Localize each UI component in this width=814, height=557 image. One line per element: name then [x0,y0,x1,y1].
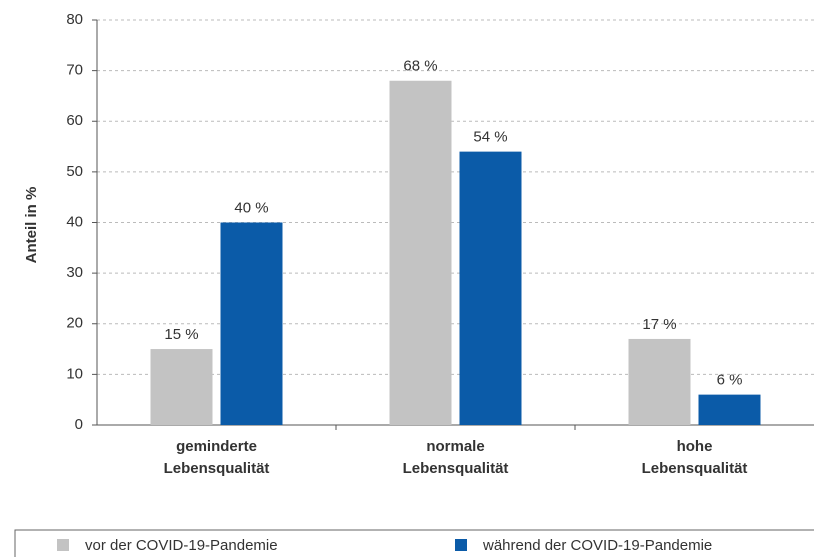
y-tick-label: 20 [66,315,83,332]
x-tick-label: normale Lebensqualität [403,438,509,477]
value-label: 15 % [164,326,198,343]
y-tick-label: 80 [66,11,83,28]
legend-swatch [57,539,69,551]
bar [150,349,213,425]
legend-label: vor der COVID-19-Pandemie [85,537,278,554]
y-tick-label: 40 [66,213,83,230]
y-tick-label: 0 [75,416,83,433]
x-tick-label: geminderte Lebensqualität [164,438,270,477]
y-tick-label: 50 [66,163,83,180]
bar [698,394,761,425]
y-axis-label: Anteil in % [23,187,40,264]
value-label: 40 % [234,199,268,216]
y-tick-label: 70 [66,62,83,79]
x-tick-label: hohe Lebensqualität [642,438,748,477]
bar [389,80,452,425]
value-label: 54 % [473,129,507,146]
legend-swatch [455,539,467,551]
bar [220,222,283,425]
y-tick-label: 10 [66,365,83,382]
y-tick-label: 30 [66,264,83,281]
value-label: 17 % [642,316,676,333]
bar [459,151,522,425]
value-label: 6 % [717,372,743,389]
y-tick-label: 60 [66,112,83,129]
bar [628,338,691,425]
value-label: 68 % [403,58,437,75]
legend-box [14,529,814,557]
legend-label: während der COVID-19-Pandemie [482,537,712,554]
